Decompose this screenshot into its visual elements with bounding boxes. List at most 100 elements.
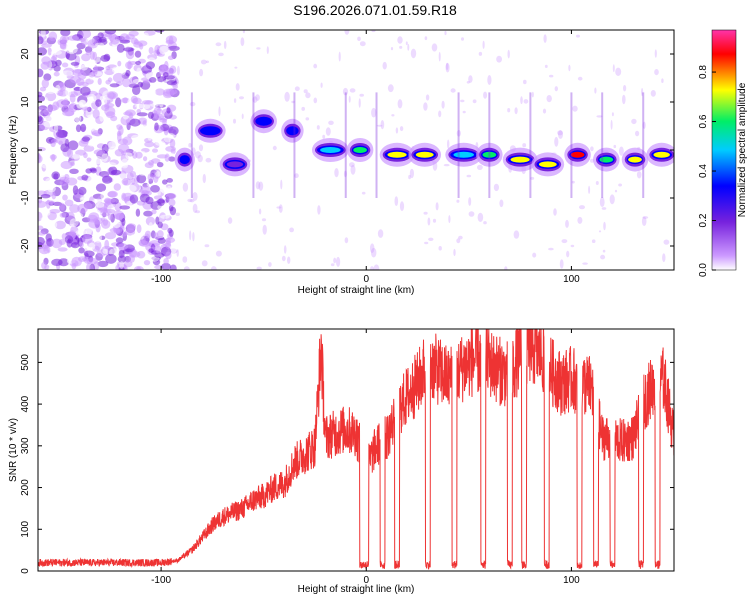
heatmap-noise-cell <box>130 216 137 224</box>
heatmap-noise-cell <box>448 215 451 224</box>
heatmap-streak <box>344 92 347 198</box>
heatmap-noise-cell <box>483 221 487 225</box>
heatmap-noise-cell <box>240 37 245 47</box>
heatmap-noise-cell <box>233 98 237 103</box>
heatmap-noise-cell <box>118 125 124 136</box>
heatmap-noise-cell <box>478 51 483 56</box>
heatmap-noise-cell <box>641 216 647 226</box>
heatmap-noise-cell <box>424 36 428 41</box>
heatmap-noise-cell <box>594 87 597 94</box>
heatmap-noise-cell <box>75 229 88 236</box>
heatmap-noise-cell <box>205 157 212 163</box>
heatmap-noise-cell <box>123 260 133 268</box>
heatmap-noise-cell <box>121 218 126 226</box>
heatmap-noise-cell <box>104 239 110 250</box>
heatmap-noise-cell <box>81 30 92 39</box>
heatmap-noise-cell <box>62 194 68 201</box>
heatmap-noise-cell <box>458 235 463 240</box>
heatmap-noise-cell <box>576 34 580 38</box>
heatmap-noise-cell <box>591 239 596 243</box>
heatmap-noise-cell <box>387 84 394 93</box>
heatmap-noise-cell <box>202 173 206 184</box>
heatmap-noise-cell <box>50 50 62 56</box>
heatmap-noise-cell <box>51 221 58 229</box>
colorbar-gradient <box>711 29 737 271</box>
heatmap-noise-cell <box>405 41 408 46</box>
heatmap-noise-cell <box>136 137 142 144</box>
heatmap-noise-cell <box>94 233 102 243</box>
heatmap-noise-cell <box>41 78 49 89</box>
heatmap-noise-cell <box>662 253 666 263</box>
heatmap-noise-cell <box>89 263 95 270</box>
heatmap-noise-cell <box>95 183 107 192</box>
heatmap-noise-cell <box>41 163 54 169</box>
spectrogram-y-tick-label: 20 <box>20 48 31 60</box>
heatmap-noise-cell <box>558 130 563 139</box>
heatmap-noise-cell <box>546 95 552 103</box>
heatmap-noise-cell <box>204 244 210 248</box>
colorbar-tick-label: 0.2 <box>698 213 709 227</box>
heatmap-noise-cell <box>51 154 56 162</box>
snr-series-line <box>38 329 674 570</box>
heatmap-noise-cell <box>241 113 244 120</box>
heatmap-noise-cell <box>64 235 74 244</box>
heatmap-noise-cell <box>199 68 204 77</box>
heatmap-noise-cell <box>75 149 87 156</box>
heatmap-noise-cell <box>357 36 361 41</box>
colorbar-tick-label: 0.4 <box>698 164 709 178</box>
spectrogram-y-tick-label: -20 <box>20 238 31 253</box>
spectrogram-y-label: Frequency (Hz) <box>8 116 19 185</box>
heatmap-noise-cell <box>59 39 67 50</box>
heatmap-noise-cell <box>622 94 626 105</box>
heatmap-noise-cell <box>142 32 149 38</box>
heatmap-noise-cell <box>135 208 141 217</box>
heatmap-noise-cell <box>256 266 262 270</box>
heatmap-noise-cell <box>325 127 331 136</box>
heatmap-noise-cell <box>81 136 91 142</box>
spectrogram-heatmap <box>38 30 674 270</box>
heatmap-noise-cell <box>210 266 217 270</box>
heatmap-noise-cell <box>153 106 161 116</box>
heatmap-noise-cell <box>67 148 73 159</box>
heatmap-noise-cell <box>107 191 117 198</box>
heatmap-noise-cell <box>611 112 614 117</box>
colorbar-label: Normalized spectral amplitude <box>737 82 748 217</box>
heatmap-noise-cell <box>142 100 154 105</box>
heatmap-noise-cell <box>99 95 106 101</box>
snr-y-tick-label: 500 <box>20 354 31 371</box>
heatmap-noise-cell <box>45 88 56 94</box>
heatmap-noise-cell <box>601 207 607 210</box>
heatmap-noise-cell <box>51 171 60 180</box>
heatmap-noise-cell <box>571 180 575 184</box>
heatmap-noise-cell <box>38 262 42 269</box>
heatmap-noise-cell <box>255 181 261 190</box>
heatmap-noise-cell <box>258 181 264 191</box>
heatmap-noise-cell <box>117 60 122 67</box>
heatmap-noise-cell <box>242 30 245 34</box>
heatmap-noise-cell <box>167 227 173 234</box>
heatmap-noise-cell <box>588 185 591 194</box>
heatmap-noise-cell <box>148 47 154 55</box>
heatmap-noise-cell <box>41 262 47 270</box>
snr-panel: -100 0 100 0 100 200 300 400 500 Height of stra… <box>8 328 675 595</box>
heatmap-noise-cell <box>102 218 109 226</box>
heatmap-noise-cell <box>570 244 575 248</box>
heatmap-noise-cell <box>523 79 527 85</box>
heatmap-noise-cell <box>86 157 92 162</box>
spectrogram-x-label: Height of straight line (km) <box>298 285 415 296</box>
heatmap-noise-cell <box>197 154 203 163</box>
heatmap-noise-cell <box>610 119 613 130</box>
colorbar-tick-label: 0.8 <box>698 65 709 79</box>
heatmap-noise-cell <box>38 111 42 118</box>
heatmap-noise-cell <box>166 185 172 194</box>
heatmap-noise-cell <box>154 88 165 96</box>
heatmap-noise-cell <box>169 264 177 270</box>
heatmap-noise-cell <box>47 47 52 56</box>
heatmap-noise-cell <box>128 83 139 88</box>
heatmap-noise-cell <box>376 124 383 127</box>
heatmap-noise-cell <box>164 153 170 162</box>
heatmap-noise-cell <box>565 219 569 228</box>
heatmap-noise-cell <box>397 36 403 44</box>
heatmap-noise-cell <box>138 239 148 247</box>
heatmap-noise-cell <box>394 196 399 207</box>
